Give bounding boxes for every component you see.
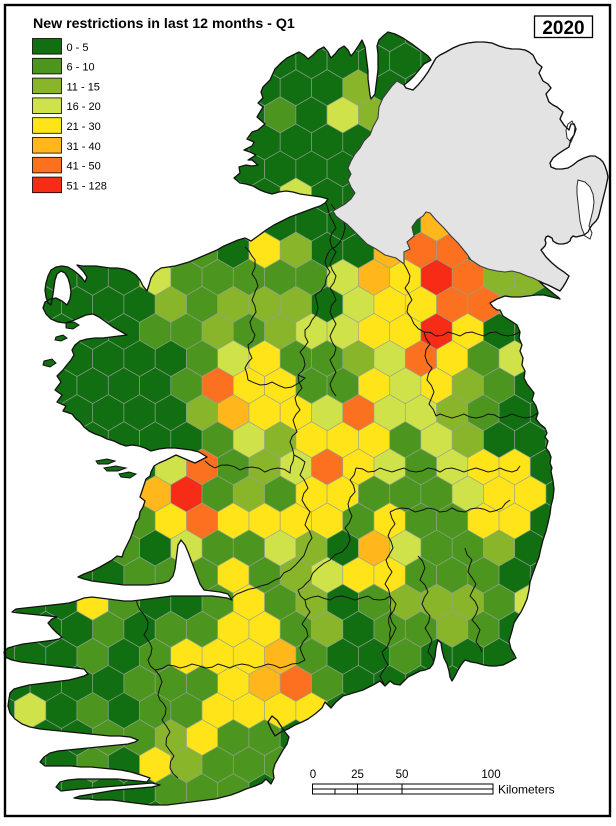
svg-text:31 - 40: 31 - 40 (67, 141, 101, 153)
svg-text:41 - 50: 41 - 50 (67, 161, 101, 173)
svg-text:0: 0 (310, 769, 316, 781)
svg-text:New restrictions in last 12 mo: New restrictions in last 12 months - Q1 (33, 16, 295, 32)
svg-text:16 - 20: 16 - 20 (67, 101, 101, 113)
svg-text:6 - 10: 6 - 10 (67, 62, 95, 74)
svg-text:51 - 128: 51 - 128 (67, 180, 107, 192)
svg-text:Kilometers: Kilometers (498, 783, 555, 797)
svg-text:100: 100 (481, 769, 500, 781)
svg-text:0 - 5: 0 - 5 (67, 42, 89, 54)
svg-text:21 - 30: 21 - 30 (67, 121, 101, 133)
svg-text:2020: 2020 (542, 18, 584, 39)
svg-text:25: 25 (351, 769, 364, 781)
svg-text:50: 50 (396, 769, 409, 781)
svg-text:11 - 15: 11 - 15 (67, 81, 100, 93)
